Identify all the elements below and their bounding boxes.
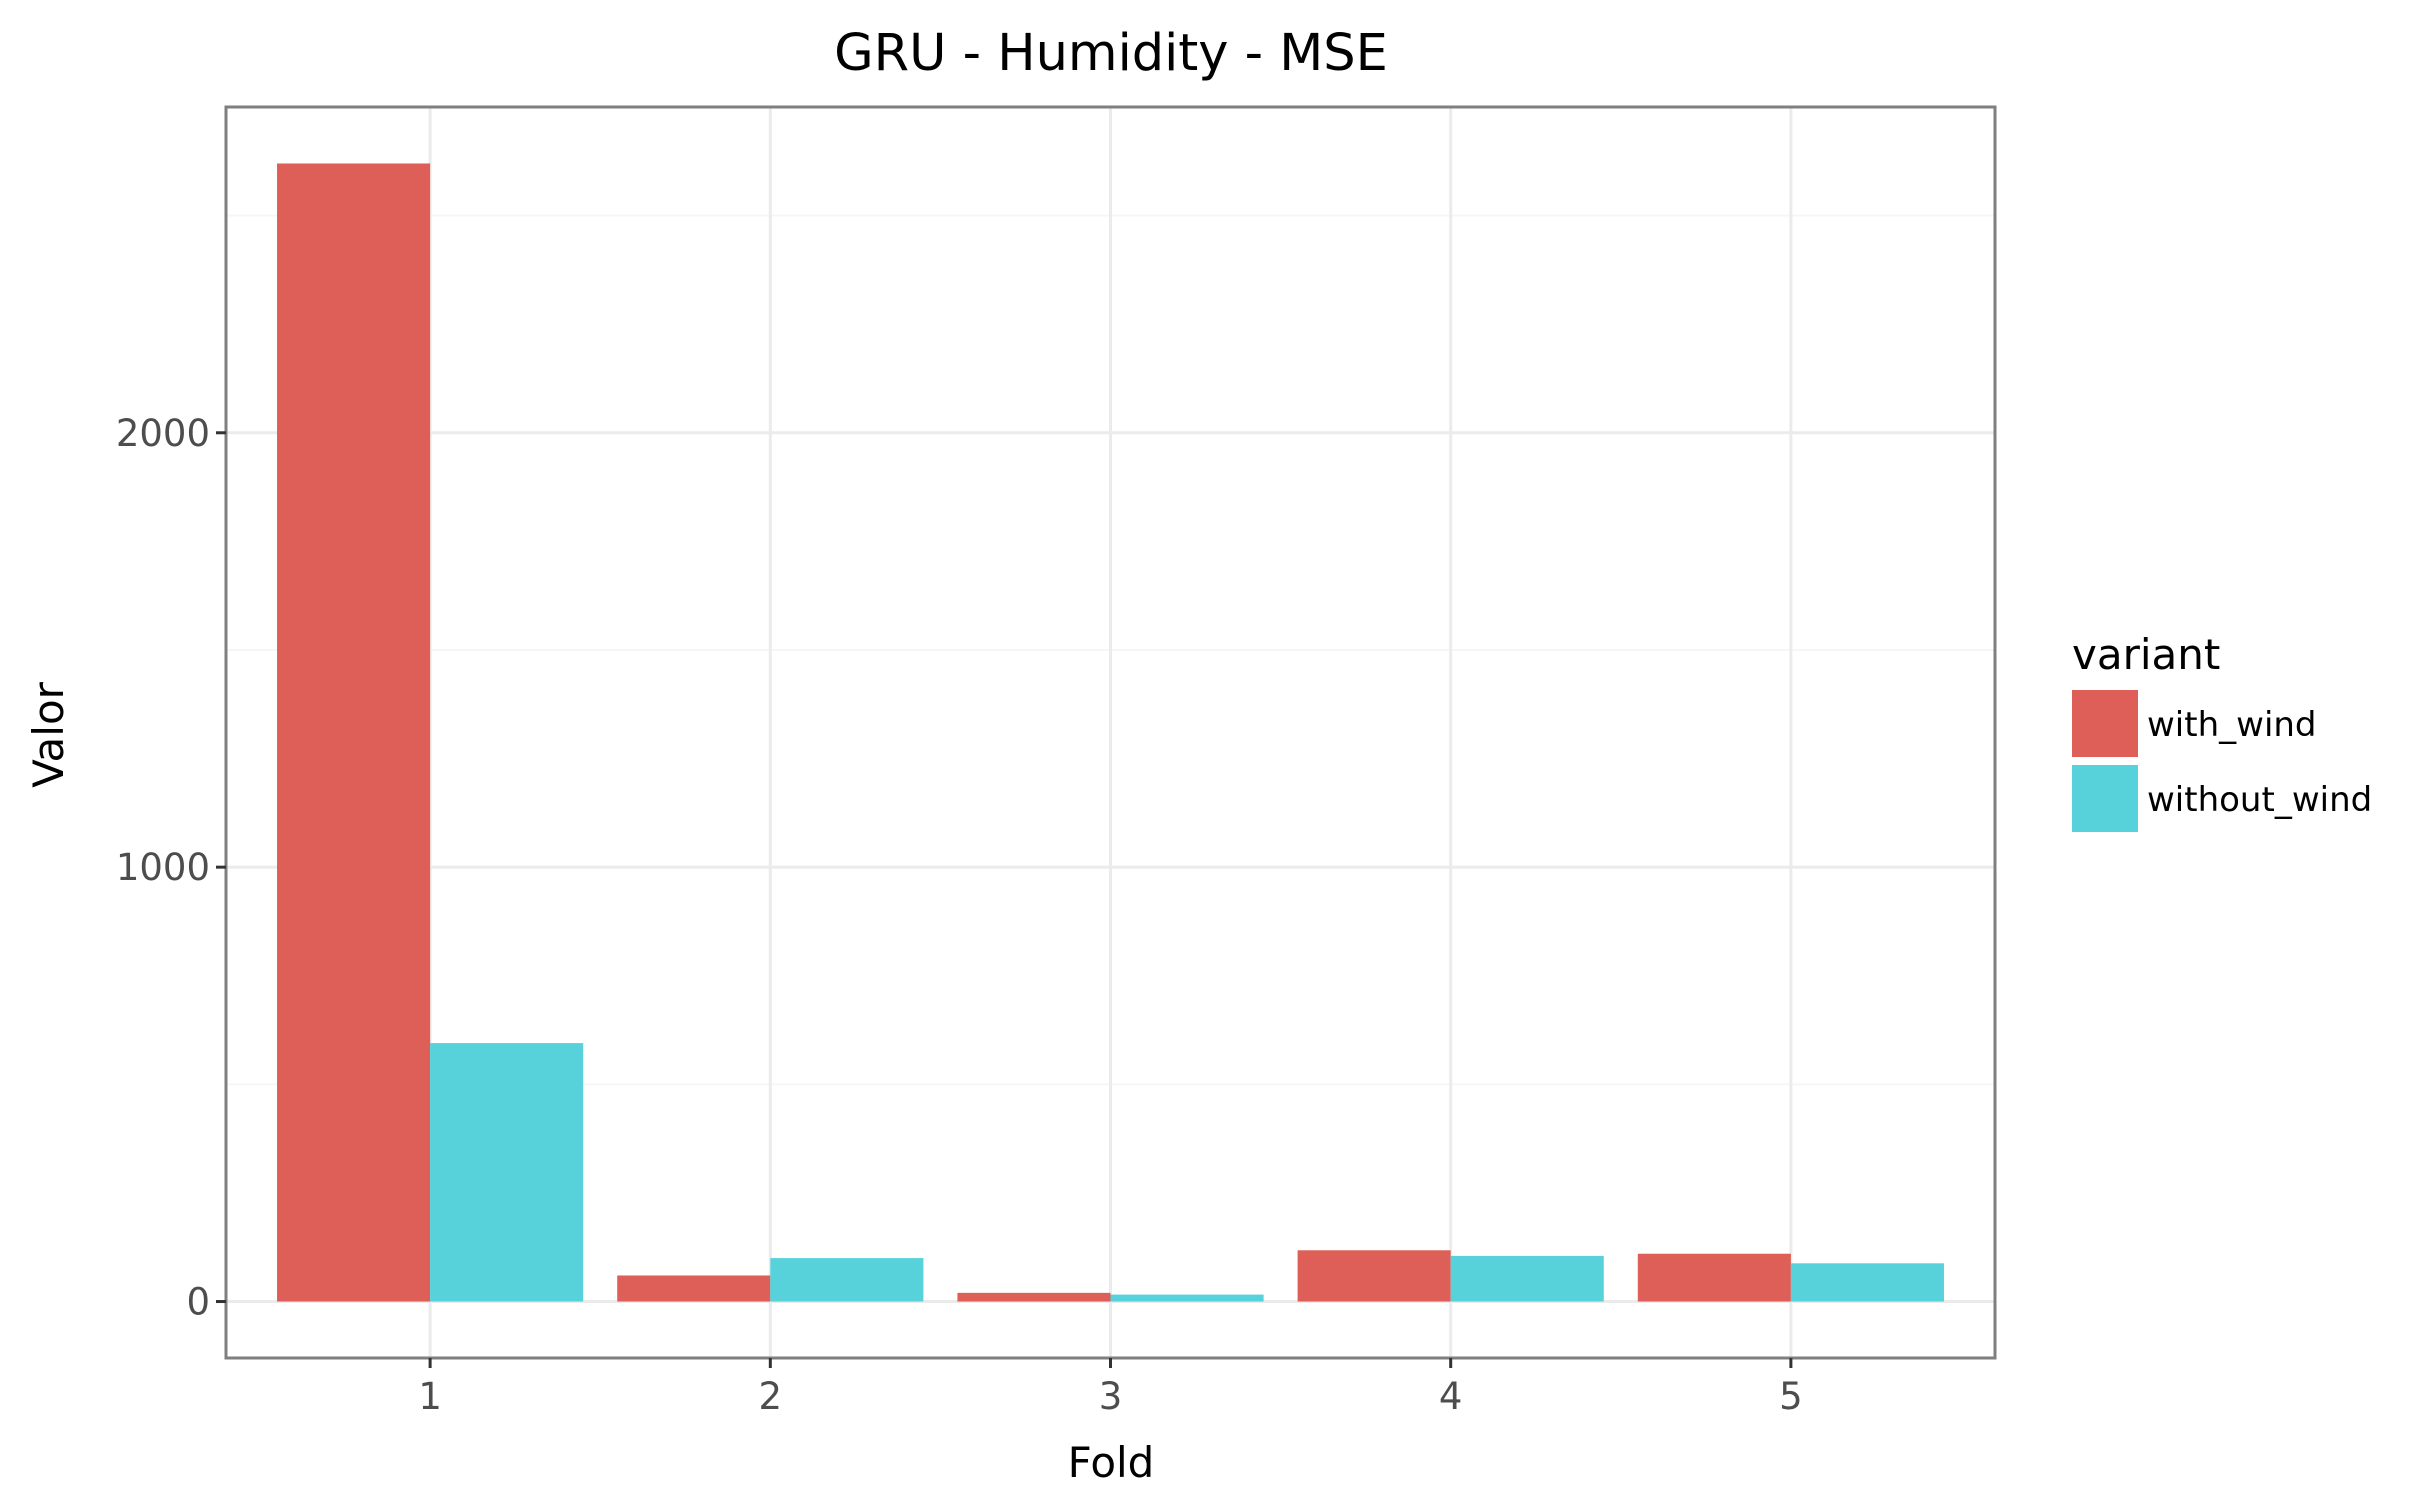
legend-key-with_wind xyxy=(2072,690,2138,757)
chart-title: GRU - Humidity - MSE xyxy=(834,24,1388,83)
bar-with_wind-fold-1 xyxy=(277,163,431,1302)
bar-without_wind-fold-2 xyxy=(770,1258,924,1302)
legend-label-without_wind: without_wind xyxy=(2147,780,2372,820)
x-tick-label: 1 xyxy=(418,1375,442,1418)
x-axis: 1 2 3 4 5 xyxy=(418,1358,1803,1418)
bar-without_wind-fold-5 xyxy=(1790,1263,1944,1302)
y-axis: 0 1000 2000 xyxy=(116,412,226,1324)
x-tick-label: 4 xyxy=(1439,1375,1463,1418)
y-tick-label: 0 xyxy=(186,1281,210,1324)
x-axis-title: Fold xyxy=(1068,1438,1155,1487)
legend-label-with_wind: with_wind xyxy=(2147,705,2317,745)
bar-with_wind-fold-5 xyxy=(1637,1253,1791,1302)
bar-without_wind-fold-3 xyxy=(1110,1294,1264,1302)
x-tick-label: 3 xyxy=(1099,1375,1123,1418)
legend-title: variant xyxy=(2072,630,2220,679)
x-tick-label: 2 xyxy=(759,1375,783,1418)
legend-key-without_wind xyxy=(2072,765,2138,832)
bar-without_wind-fold-4 xyxy=(1450,1255,1604,1302)
bar-with_wind-fold-4 xyxy=(1297,1250,1451,1302)
bar-with_wind-fold-3 xyxy=(957,1292,1111,1302)
x-tick-label: 5 xyxy=(1779,1375,1803,1418)
bar-with_wind-fold-2 xyxy=(617,1275,771,1302)
bars xyxy=(277,163,1944,1302)
y-tick-label: 2000 xyxy=(116,412,210,455)
y-tick-label: 1000 xyxy=(116,846,210,889)
bar-without_wind-fold-1 xyxy=(430,1043,584,1302)
legend: variant with_wind without_wind xyxy=(2072,630,2372,832)
y-axis-title: Valor xyxy=(24,681,73,788)
